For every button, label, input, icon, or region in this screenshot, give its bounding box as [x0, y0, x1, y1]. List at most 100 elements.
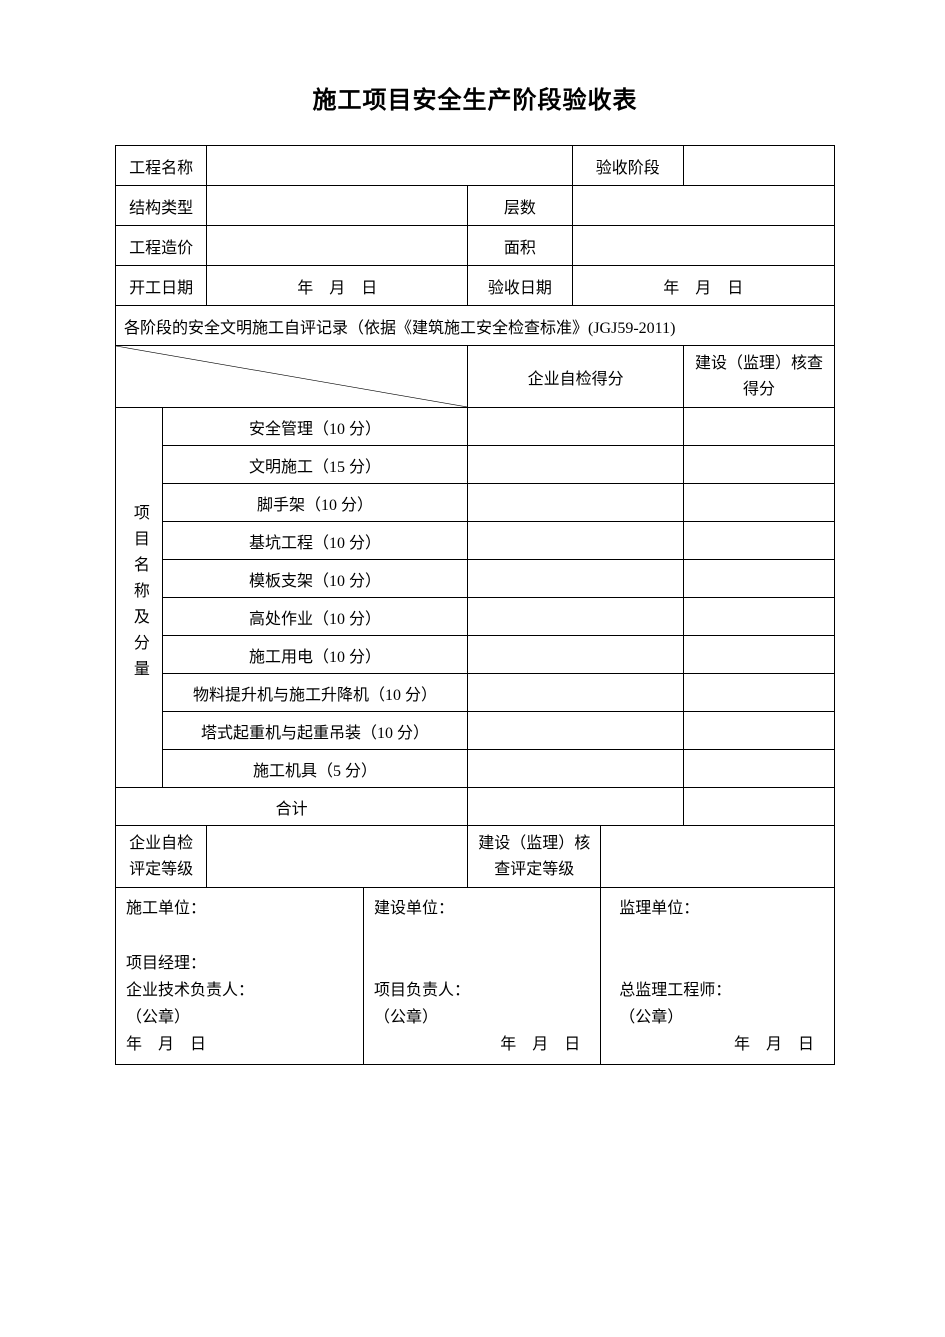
table-row: 合计	[116, 788, 835, 826]
label-acceptance-date: 验收日期	[468, 266, 572, 306]
total-self-score	[468, 788, 684, 826]
label-project-cost: 工程造价	[116, 226, 207, 266]
table-row: 工程名称 验收阶段	[116, 146, 835, 186]
item-name: 施工机具（5 分）	[162, 750, 468, 788]
item-sup-score	[683, 674, 834, 712]
label-sup-line1: 建设（监理）核查	[695, 355, 823, 372]
item-name: 施工用电（10 分）	[162, 636, 468, 674]
table-row: 基坑工程（10 分）	[116, 522, 835, 560]
table-row: 施工单位： 建设单位： 监理单位：	[116, 888, 835, 944]
item-sup-score	[683, 484, 834, 522]
label-sup-line2: 得分	[743, 381, 775, 398]
label-build-unit: 建设单位：	[374, 900, 454, 917]
table-row: 项目经理： 企业技术负责人： （公章） 年 月 日 项目负责人： （公章） 年 …	[116, 944, 835, 1065]
table-row: 物料提升机与施工升降机（10 分）	[116, 674, 835, 712]
value-start-date: 年 月 日	[207, 266, 468, 306]
supervision-unit-cell: 监理单位：	[601, 888, 835, 944]
item-sup-score	[683, 446, 834, 484]
page-title: 施工项目安全生产阶段验收表	[115, 80, 835, 115]
label-structure-type: 结构类型	[116, 186, 207, 226]
total-label: 合计	[116, 788, 468, 826]
label-sup-grade: 建设（监理）核 查评定等级	[468, 826, 601, 888]
items-group-label-text: 项目名称及分量	[127, 504, 151, 686]
table-row: 工程造价 面积	[116, 226, 835, 266]
item-name: 物料提升机与施工升降机（10 分）	[162, 674, 468, 712]
item-self-score	[468, 446, 684, 484]
label-start-date: 开工日期	[116, 266, 207, 306]
label-seal-3: （公章）	[619, 1009, 683, 1026]
label-supervision-unit: 监理单位：	[619, 900, 699, 917]
label-supervision-score: 建设（监理）核查 得分	[683, 346, 834, 408]
table-row: 文明施工（15 分）	[116, 446, 835, 484]
table-row: 高处作业（10 分）	[116, 598, 835, 636]
value-sup-grade	[601, 826, 835, 888]
label-self-grade-line2: 评定等级	[129, 861, 193, 878]
label-sup-grade-line1: 建设（监理）核	[478, 835, 590, 852]
label-date-2: 年 月 日	[500, 1031, 590, 1058]
item-sup-score	[683, 522, 834, 560]
label-date-1: 年 月 日	[126, 1036, 206, 1053]
construction-unit-cell: 施工单位：	[116, 888, 364, 944]
item-name: 塔式起重机与起重吊装（10 分）	[162, 712, 468, 750]
label-sup-grade-line2: 查评定等级	[494, 861, 574, 878]
item-self-score	[468, 408, 684, 446]
item-self-score	[468, 674, 684, 712]
item-self-score	[468, 636, 684, 674]
table-row: 开工日期 年 月 日 验收日期 年 月 日	[116, 266, 835, 306]
label-area: 面积	[468, 226, 572, 266]
label-project-manager: 项目经理：	[126, 955, 206, 972]
value-structure-type	[207, 186, 468, 226]
item-sup-score	[683, 750, 834, 788]
label-self-check-score: 企业自检得分	[468, 346, 684, 408]
label-self-grade-line1: 企业自检	[129, 835, 193, 852]
table-row: 塔式起重机与起重吊装（10 分）	[116, 712, 835, 750]
diagonal-header-cell	[116, 346, 468, 408]
value-acceptance-stage	[683, 146, 834, 186]
label-self-grade: 企业自检 评定等级	[116, 826, 207, 888]
label-project-leader: 项目负责人：	[374, 982, 470, 999]
table-row: 模板支架（10 分）	[116, 560, 835, 598]
acceptance-form-table: 工程名称 验收阶段 结构类型 层数 工程造价 面积 开工日期 年 月 日 验收日…	[115, 145, 835, 1065]
value-acceptance-date: 年 月 日	[572, 266, 834, 306]
value-project-name	[207, 146, 572, 186]
label-seal-1: （公章）	[126, 1009, 190, 1026]
item-name: 文明施工（15 分）	[162, 446, 468, 484]
label-tech-leader: 企业技术负责人：	[126, 982, 254, 999]
item-name: 高处作业（10 分）	[162, 598, 468, 636]
item-sup-score	[683, 408, 834, 446]
build-unit-cell: 建设单位：	[364, 888, 601, 944]
label-acceptance-stage: 验收阶段	[572, 146, 683, 186]
item-self-score	[468, 712, 684, 750]
table-row: 企业自检 评定等级 建设（监理）核 查评定等级	[116, 826, 835, 888]
label-chief-supervisor: 总监理工程师：	[619, 982, 731, 999]
value-self-grade	[207, 826, 468, 888]
label-construction-unit: 施工单位：	[126, 900, 206, 917]
construction-sign-cell: 项目经理： 企业技术负责人： （公章） 年 月 日	[116, 944, 364, 1065]
item-sup-score	[683, 598, 834, 636]
table-row: 脚手架（10 分）	[116, 484, 835, 522]
diagonal-line-icon	[116, 346, 467, 407]
item-self-score	[468, 750, 684, 788]
label-floors: 层数	[468, 186, 572, 226]
table-row: 施工用电（10 分）	[116, 636, 835, 674]
item-sup-score	[683, 712, 834, 750]
table-row: 项目名称及分量 安全管理（10 分）	[116, 408, 835, 446]
value-area	[572, 226, 834, 266]
table-row: 施工机具（5 分）	[116, 750, 835, 788]
item-name: 安全管理（10 分）	[162, 408, 468, 446]
total-sup-score	[683, 788, 834, 826]
item-self-score	[468, 560, 684, 598]
build-sign-cell: 项目负责人： （公章） 年 月 日	[364, 944, 601, 1065]
label-date-3: 年 月 日	[734, 1031, 824, 1058]
label-seal-2: （公章）	[374, 1009, 438, 1026]
table-row: 结构类型 层数	[116, 186, 835, 226]
item-name: 基坑工程（10 分）	[162, 522, 468, 560]
item-name: 模板支架（10 分）	[162, 560, 468, 598]
table-row: 企业自检得分 建设（监理）核查 得分	[116, 346, 835, 408]
label-project-name: 工程名称	[116, 146, 207, 186]
table-row: 各阶段的安全文明施工自评记录（依据《建筑施工安全检查标准》(JGJ59-2011…	[116, 306, 835, 346]
item-self-score	[468, 522, 684, 560]
item-sup-score	[683, 636, 834, 674]
item-self-score	[468, 484, 684, 522]
record-note: 各阶段的安全文明施工自评记录（依据《建筑施工安全检查标准》(JGJ59-2011…	[116, 306, 835, 346]
